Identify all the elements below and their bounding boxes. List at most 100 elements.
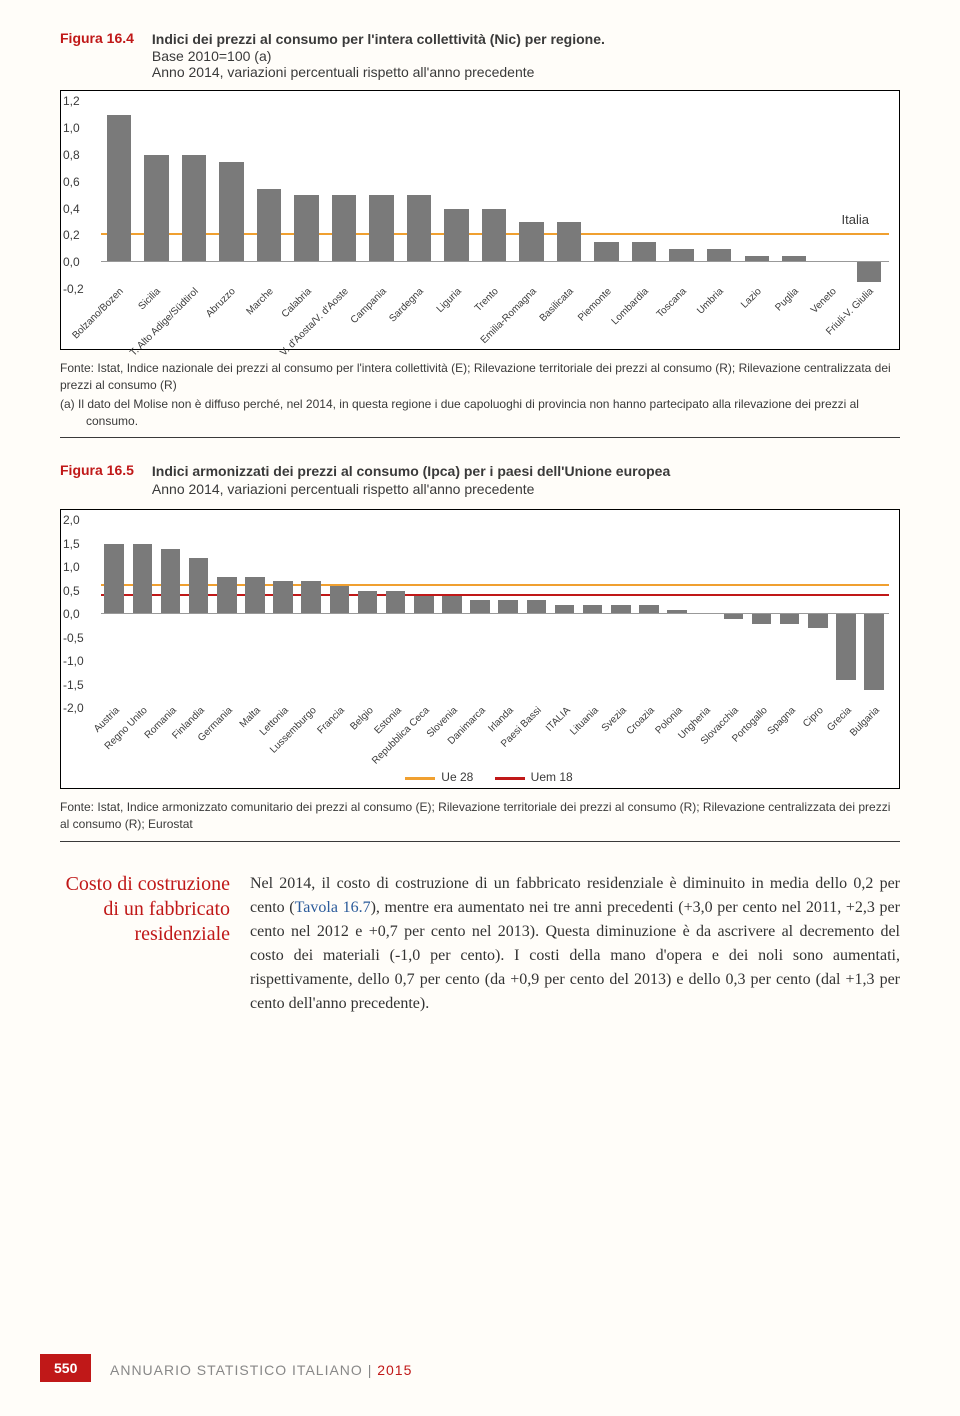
chart2-bar xyxy=(104,544,124,615)
chart2-ytick: 2,0 xyxy=(63,513,80,527)
legend-swatch-uem18 xyxy=(495,777,525,780)
chart1-xlabel: Veneto xyxy=(809,286,839,316)
chart1-xlabel: Liguria xyxy=(434,286,463,315)
chart1-italia-label: Italia xyxy=(842,212,869,227)
chart2-xlabel: Bulgaria xyxy=(848,705,882,739)
chart2-bar xyxy=(189,558,209,614)
chart2-bar xyxy=(414,596,434,615)
chart2-bar xyxy=(358,591,378,615)
figure1-number: Figura 16.4 xyxy=(60,30,134,80)
table-link[interactable]: Tavola 16.7 xyxy=(295,899,371,916)
chart1-ytick: -0,2 xyxy=(63,282,84,296)
chart2-bar xyxy=(273,581,293,614)
chart1-bar xyxy=(369,195,393,262)
legend-swatch-ue28 xyxy=(405,777,435,780)
chart1-bar xyxy=(557,222,581,262)
chart1-xlabel: Puglia xyxy=(774,286,801,313)
chart2-bar xyxy=(301,581,321,614)
chart2-bar xyxy=(245,577,265,615)
chart2-xlabel: Lituania xyxy=(568,705,601,738)
figure1-sub1: Base 2010=100 (a) xyxy=(152,48,605,64)
chart1-xlabel: Basilicata xyxy=(538,286,576,324)
chart2-xlabel: Croazia xyxy=(625,705,657,737)
section-body: Nel 2014, il costo di costruzione di un … xyxy=(250,872,900,1016)
chart2-xlabel: Malta xyxy=(238,705,263,730)
chart2-ytick: 0,5 xyxy=(63,584,80,598)
chart2-ytick: -1,5 xyxy=(63,678,84,692)
figure2-number: Figura 16.5 xyxy=(60,462,134,499)
chart2-xlabel: Svezia xyxy=(600,705,629,734)
chart1-zero-line xyxy=(101,261,889,262)
chart1-bar xyxy=(144,155,168,262)
figure2-title: Indici armonizzati dei prezzi al consumo… xyxy=(152,463,670,479)
chart1-ytick: 0,4 xyxy=(63,202,80,216)
chart1-bar xyxy=(519,222,543,262)
page-number: 550 xyxy=(40,1354,91,1382)
chart1-bar xyxy=(107,115,131,263)
chart2-bar xyxy=(836,614,856,680)
body-section: Costo di costruzione di un fabbricato re… xyxy=(60,872,900,1016)
chart1-xlabel: V. d'Aosta/V. d'Aoste xyxy=(278,286,350,358)
chart2-bar xyxy=(330,586,350,614)
figure1-sub2: Anno 2014, variazioni percentuali rispet… xyxy=(152,64,605,80)
chart2-ytick: 1,0 xyxy=(63,560,80,574)
figure2-title-block: Indici armonizzati dei prezzi al consumo… xyxy=(152,462,670,499)
chart1-xlabel: Lazio xyxy=(739,286,764,311)
legend-label-ue28: Ue 28 xyxy=(441,770,473,784)
chart1-bar xyxy=(707,249,731,262)
divider-1 xyxy=(60,437,900,438)
chart2-xlabel: Belgio xyxy=(348,705,375,732)
chart2-bar xyxy=(498,600,518,614)
chart1-ytick: 0,6 xyxy=(63,175,80,189)
chart1-xlabel: Marche xyxy=(244,286,275,317)
chart1-xlabel: Abruzzo xyxy=(205,286,239,320)
chart2-bar xyxy=(442,596,462,615)
chart2-legend: Ue 28 Uem 18 xyxy=(61,764,899,784)
chart1-bar xyxy=(332,195,356,262)
chart1-bar xyxy=(294,195,318,262)
chart1-ytick: 1,0 xyxy=(63,121,80,135)
chart1-bar xyxy=(257,189,281,263)
chart2-ytick: -0,5 xyxy=(63,631,84,645)
chart1-ytick: 0,8 xyxy=(63,148,80,162)
figure2-header: Figura 16.5 Indici armonizzati dei prezz… xyxy=(60,462,900,499)
chart1-ytick: 0,0 xyxy=(63,255,80,269)
figure1-source: Fonte: Istat, Indice nazionale dei prezz… xyxy=(60,360,900,394)
footer-year: 2015 xyxy=(377,1362,412,1378)
chart1-xlabel: Campania xyxy=(348,286,388,326)
legend-label-uem18: Uem 18 xyxy=(531,770,573,784)
figure1-header: Figura 16.4 Indici dei prezzi al consumo… xyxy=(60,30,900,80)
chart1-xlabel: Trento xyxy=(473,286,501,314)
chart1-ytick: 1,2 xyxy=(63,94,80,108)
chart1-bar xyxy=(444,209,468,263)
chart2-bar xyxy=(724,614,744,619)
section-heading: Costo di costruzione di un fabbricato re… xyxy=(60,872,230,1016)
footer-text: ANNUARIO STATISTICO ITALIANO | 2015 xyxy=(110,1362,412,1378)
chart2-bar xyxy=(161,549,181,615)
chart2: 2,01,51,00,50,0-0,5-1,0-1,5-2,0AustriaRe… xyxy=(60,509,900,789)
footer-book: ANNUARIO STATISTICO ITALIANO xyxy=(110,1362,363,1378)
chart2-bar xyxy=(133,544,153,615)
chart2-bar xyxy=(808,614,828,628)
chart1-bar xyxy=(857,262,881,282)
chart2-xlabel: Cipro xyxy=(801,705,826,730)
chart1-xlabel: Lombardia xyxy=(610,286,651,327)
chart2-bar xyxy=(752,614,772,623)
chart2-bar xyxy=(864,614,884,689)
chart2-bar xyxy=(527,600,547,614)
chart1-bar xyxy=(482,209,506,263)
chart2-bar xyxy=(470,600,490,614)
chart2-ytick: -2,0 xyxy=(63,701,84,715)
chart1-xlabel: Calabria xyxy=(279,286,313,320)
chart1-bar xyxy=(632,242,656,262)
chart1-bar xyxy=(182,155,206,262)
figure1-title-block: Indici dei prezzi al consumo per l'inter… xyxy=(152,30,605,80)
chart2-bar xyxy=(217,577,237,615)
chart2-bar xyxy=(386,591,406,615)
chart2-xlabel: Spagna xyxy=(765,705,797,737)
chart1-bar xyxy=(594,242,618,262)
chart1-xlabel: Piemonte xyxy=(576,286,614,324)
chart1-bar xyxy=(407,195,431,262)
chart1-bar xyxy=(219,162,243,263)
chart2-ytick: 1,5 xyxy=(63,537,80,551)
